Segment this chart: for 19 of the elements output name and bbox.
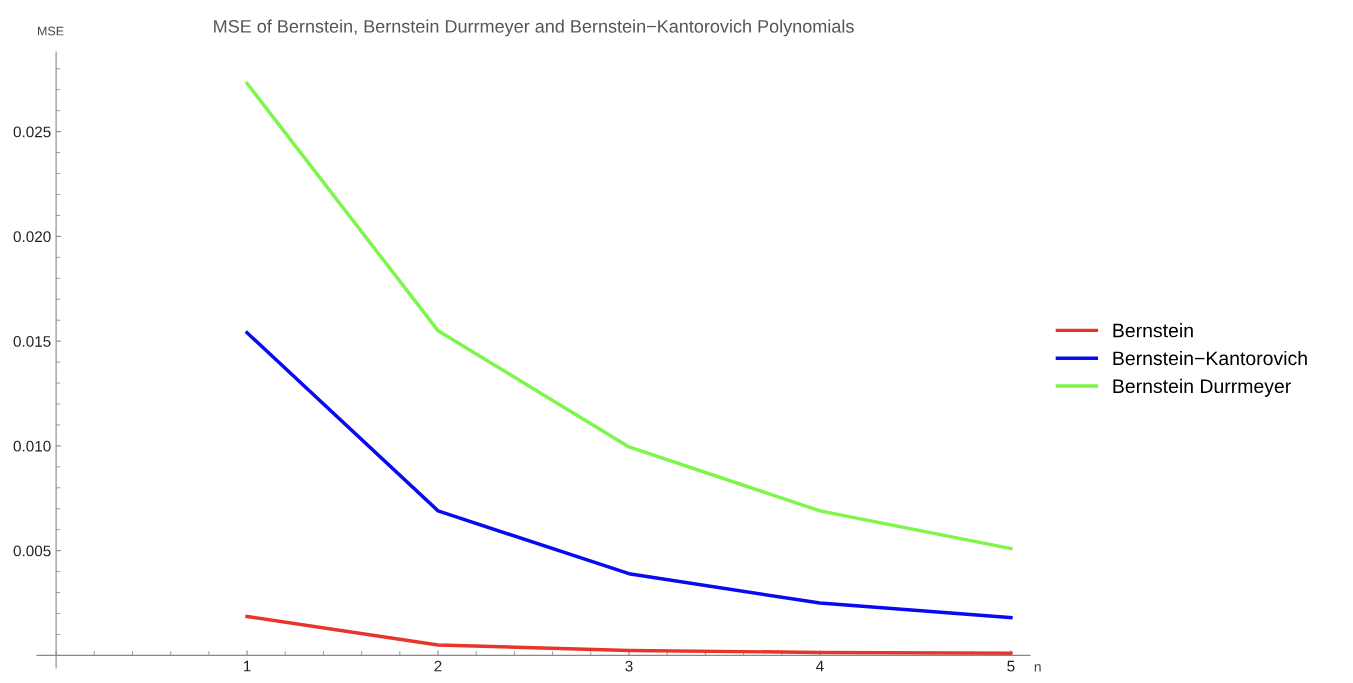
x-tick-label: 3 xyxy=(625,660,633,672)
legend-label: Bernstein−Kantorovich xyxy=(1113,350,1307,366)
y-axis-title: MSE xyxy=(38,26,64,36)
legend-label: Bernstein Durrmeyer xyxy=(1113,378,1291,397)
y-tick-label: 0.010 xyxy=(13,440,51,452)
y-tick-label: 0.020 xyxy=(13,231,51,243)
chart-title: MSE of Bernstein, Bernstein Durrmeyer and Bernstein−Kantorovich Polynomials xyxy=(214,19,854,37)
y-tick-label: 0.015 xyxy=(13,336,51,347)
line-series xyxy=(245,331,1013,620)
x-tick-label: 5 xyxy=(1007,660,1015,672)
x-tick-label: 4 xyxy=(816,660,824,672)
line-series xyxy=(245,81,1013,551)
x-axis-title: n xyxy=(1034,664,1041,672)
x-tick-label: 2 xyxy=(434,660,442,672)
y-tick-label: 0.025 xyxy=(13,126,51,138)
legend-label: Bernstein xyxy=(1113,323,1193,338)
y-tick-label: 0.005 xyxy=(13,545,51,557)
x-tick-label: 1 xyxy=(243,660,251,672)
line-series xyxy=(245,614,1013,656)
